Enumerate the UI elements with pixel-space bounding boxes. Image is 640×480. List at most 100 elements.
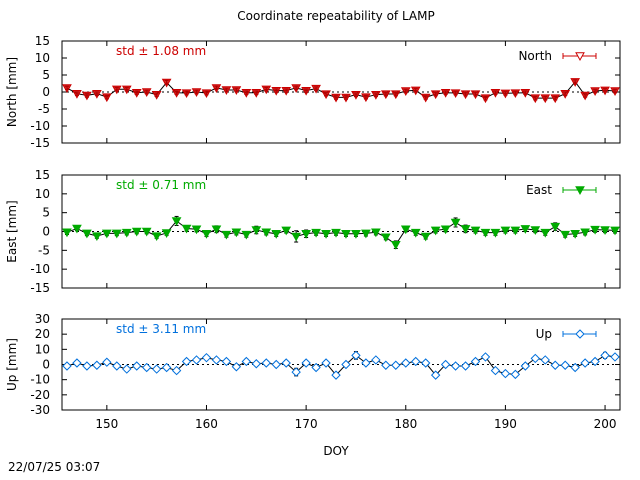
east-data-point <box>520 225 531 234</box>
north-data-point <box>550 94 561 104</box>
up-data-point <box>560 360 570 370</box>
north-data-point <box>341 93 351 103</box>
north-data-point <box>231 86 242 95</box>
up-data-point <box>470 356 481 367</box>
north-data-point <box>82 91 92 101</box>
east-data-point <box>410 228 421 238</box>
east-series-line <box>66 220 616 246</box>
north-std-label: std ± 1.08 mm <box>116 44 206 58</box>
east-data-point <box>261 228 272 238</box>
east-data-point <box>181 224 192 234</box>
north-data-point <box>251 88 262 98</box>
up-data-point <box>221 356 232 367</box>
up-data-point <box>271 359 281 370</box>
up-std-label: std ± 3.11 mm <box>116 322 206 336</box>
north-ytick-label: -5 <box>38 102 50 116</box>
north-data-point <box>400 87 411 97</box>
up-data-point <box>112 361 122 371</box>
east-data-point <box>371 228 381 238</box>
up-data-point <box>291 367 301 377</box>
east-data-point <box>291 232 302 242</box>
up-data-point <box>301 358 311 368</box>
up-data-point <box>550 360 560 370</box>
up-data-point <box>490 365 501 376</box>
north-data-point <box>241 88 252 98</box>
east-data-point <box>430 226 441 236</box>
north-ytick-label: 5 <box>42 68 50 82</box>
north-ytick-label: -10 <box>30 119 50 133</box>
east-data-point <box>420 232 431 242</box>
north-data-point <box>301 86 311 96</box>
up-data-point <box>321 358 331 368</box>
east-y-axis-label: East [mm] <box>5 200 19 262</box>
north-data-point <box>540 94 551 104</box>
up-data-point <box>600 350 610 361</box>
x-axis-label: DOY <box>323 444 349 458</box>
up-data-point <box>510 369 521 380</box>
east-data-point <box>361 229 371 239</box>
east-data-point <box>201 230 212 239</box>
up-ytick-label: -20 <box>30 388 50 402</box>
east-ytick-label: 5 <box>42 206 50 220</box>
north-data-point <box>221 86 232 95</box>
east-data-point <box>390 240 401 250</box>
north-ytick-label: 0 <box>42 85 50 99</box>
north-data-point <box>121 85 132 95</box>
up-data-point <box>201 352 212 363</box>
up-ytick-label: -30 <box>30 403 50 417</box>
east-data-point <box>331 228 341 238</box>
north-data-point <box>460 90 471 100</box>
up-ytick-label: 10 <box>35 342 50 356</box>
up-data-point <box>151 364 162 374</box>
east-data-point <box>131 227 142 237</box>
north-data-point <box>211 84 222 93</box>
up-data-point <box>211 355 222 365</box>
east-data-point <box>141 227 152 237</box>
east-data-point <box>600 226 610 236</box>
north-data-point <box>570 78 581 87</box>
up-data-point <box>500 368 511 379</box>
up-data-point <box>62 361 72 371</box>
up-data-point <box>341 359 351 370</box>
north-data-point <box>560 90 571 99</box>
up-data-point <box>530 353 541 364</box>
up-ytick-label: 0 <box>42 358 50 372</box>
north-data-point <box>490 88 501 98</box>
east-data-point <box>351 230 361 239</box>
chart-title: Coordinate repeatability of LAMP <box>237 9 434 23</box>
north-data-point <box>520 88 531 98</box>
up-data-point <box>580 358 590 368</box>
up-y-axis-label: Up [mm] <box>5 338 19 391</box>
north-ytick-label: -15 <box>30 136 50 150</box>
east-ytick-label: 15 <box>35 168 50 182</box>
up-data-point <box>381 360 391 370</box>
east-ytick-label: 0 <box>42 225 50 239</box>
east-data-point <box>221 230 232 240</box>
north-data-point <box>151 91 162 100</box>
east-data-point <box>440 225 451 235</box>
north-data-point <box>101 93 112 103</box>
east-data-point <box>111 229 122 239</box>
north-data-point <box>500 89 511 99</box>
east-data-point <box>400 225 411 235</box>
east-ytick-label: -5 <box>38 243 50 257</box>
xtick-label: 160 <box>195 417 218 431</box>
up-data-point <box>102 357 112 367</box>
east-data-point <box>580 228 590 238</box>
up-data-point <box>281 358 291 368</box>
up-data-point <box>261 358 271 368</box>
north-data-point <box>410 86 421 96</box>
east-data-point <box>151 232 162 242</box>
up-data-point <box>391 360 401 370</box>
up-data-point <box>440 359 451 370</box>
up-data-point <box>241 356 252 367</box>
up-data-point <box>371 355 381 365</box>
north-data-point <box>420 93 431 103</box>
north-data-point <box>62 84 72 93</box>
up-data-point <box>430 370 441 380</box>
north-data-point <box>440 88 451 98</box>
up-data-point <box>520 361 531 371</box>
north-data-point <box>580 91 590 101</box>
